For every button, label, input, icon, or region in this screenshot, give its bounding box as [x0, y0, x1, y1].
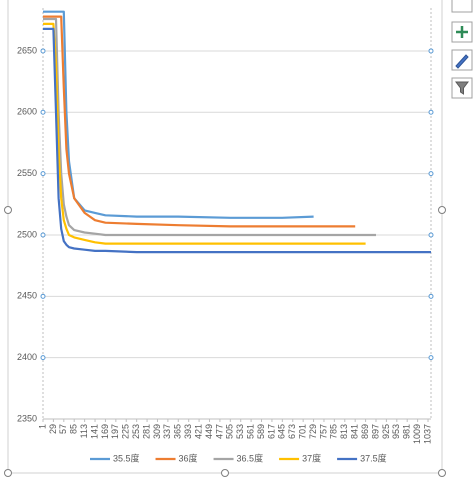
legend-label: 37.5度: [360, 452, 387, 463]
gridline-handle: [428, 48, 434, 54]
gridline-handle: [428, 109, 434, 115]
handle[interactable]: [221, 469, 229, 477]
gridline-handle: [40, 109, 46, 115]
y-tick-label: 2400: [17, 352, 37, 362]
x-tick-label: 1009: [412, 424, 422, 444]
x-tick-label: 1037: [422, 424, 432, 444]
x-tick-label: 421: [193, 424, 203, 439]
x-tick-label: 141: [89, 424, 99, 439]
y-tick-label: 2350: [17, 413, 37, 423]
x-tick-label: 169: [100, 424, 110, 439]
gridline-handle: [428, 355, 434, 361]
gridline-handle: [40, 232, 46, 238]
x-tick-label: 589: [256, 424, 266, 439]
gridline-handle: [40, 48, 46, 54]
series-line: [43, 15, 356, 228]
x-tick-label: 897: [370, 424, 380, 439]
series-line: [43, 10, 314, 219]
x-tick-label: 617: [266, 424, 276, 439]
x-tick-label: 1: [37, 424, 47, 429]
handle[interactable]: [438, 469, 446, 477]
legend: 35.5度 36度 36.5度 37度 37.5度: [90, 452, 387, 463]
handle[interactable]: [4, 469, 12, 477]
x-tick-label: 85: [69, 424, 79, 434]
x-tick-label: 393: [183, 424, 193, 439]
gridline-handle: [428, 171, 434, 177]
series-line: [43, 22, 366, 245]
x-tick-label: 813: [339, 424, 349, 439]
x-tick-label: 309: [152, 424, 162, 439]
x-tick-label: 869: [360, 424, 370, 439]
x-tick-label: 449: [204, 424, 214, 439]
series-line: [43, 27, 431, 254]
x-tick-label: 757: [318, 424, 328, 439]
x-tick-label: 673: [287, 424, 297, 439]
x-tick-label: 197: [110, 424, 120, 439]
gridline-handle: [428, 293, 434, 299]
handle[interactable]: [4, 206, 12, 214]
legend-label: 35.5度: [113, 452, 140, 463]
x-tick-label: 925: [381, 424, 391, 439]
x-tick-label: 477: [214, 424, 224, 439]
x-tick-label: 561: [245, 424, 255, 439]
y-tick-label: 2450: [17, 291, 37, 301]
y-tick-label: 2600: [17, 107, 37, 117]
x-tick-label: 225: [121, 424, 131, 439]
x-tick-label: 785: [329, 424, 339, 439]
y-tick-label: 2650: [17, 45, 37, 55]
x-tick-label: 645: [277, 424, 287, 439]
x-tick-label: 533: [235, 424, 245, 439]
layout-button[interactable]: [451, 0, 473, 13]
x-tick-label: 337: [162, 424, 172, 439]
x-tick-label: 253: [131, 424, 141, 439]
x-tick-label: 981: [402, 424, 412, 439]
x-tick-label: 281: [141, 424, 151, 439]
plus-icon: [456, 26, 468, 38]
x-tick-label: 113: [79, 424, 89, 438]
x-tick-label: 29: [48, 424, 58, 434]
x-tick-label: 729: [308, 424, 318, 439]
series-line: [43, 17, 376, 237]
x-tick-label: 953: [391, 424, 401, 439]
chart-buttons: [451, 0, 473, 99]
legend-label: 36度: [179, 452, 198, 463]
x-tick-label: 841: [350, 424, 360, 439]
gridline-handle: [428, 232, 434, 238]
gridline-handle: [40, 171, 46, 177]
y-tick-label: 2500: [17, 229, 37, 239]
x-tick-label: 365: [173, 424, 183, 439]
y-tick-label: 2550: [17, 168, 37, 178]
legend-label: 36.5度: [237, 452, 264, 463]
selection-handles: [4, 206, 446, 477]
handle[interactable]: [438, 206, 446, 214]
x-tick-label: 505: [225, 424, 235, 439]
gridline-handle: [40, 293, 46, 299]
filter-icon: [455, 81, 469, 95]
brush-icon: [455, 54, 469, 69]
gridline-handle: [40, 355, 46, 361]
x-tick-label: 57: [58, 424, 68, 434]
x-tick-label: 701: [298, 424, 308, 439]
legend-label: 37度: [302, 452, 321, 463]
